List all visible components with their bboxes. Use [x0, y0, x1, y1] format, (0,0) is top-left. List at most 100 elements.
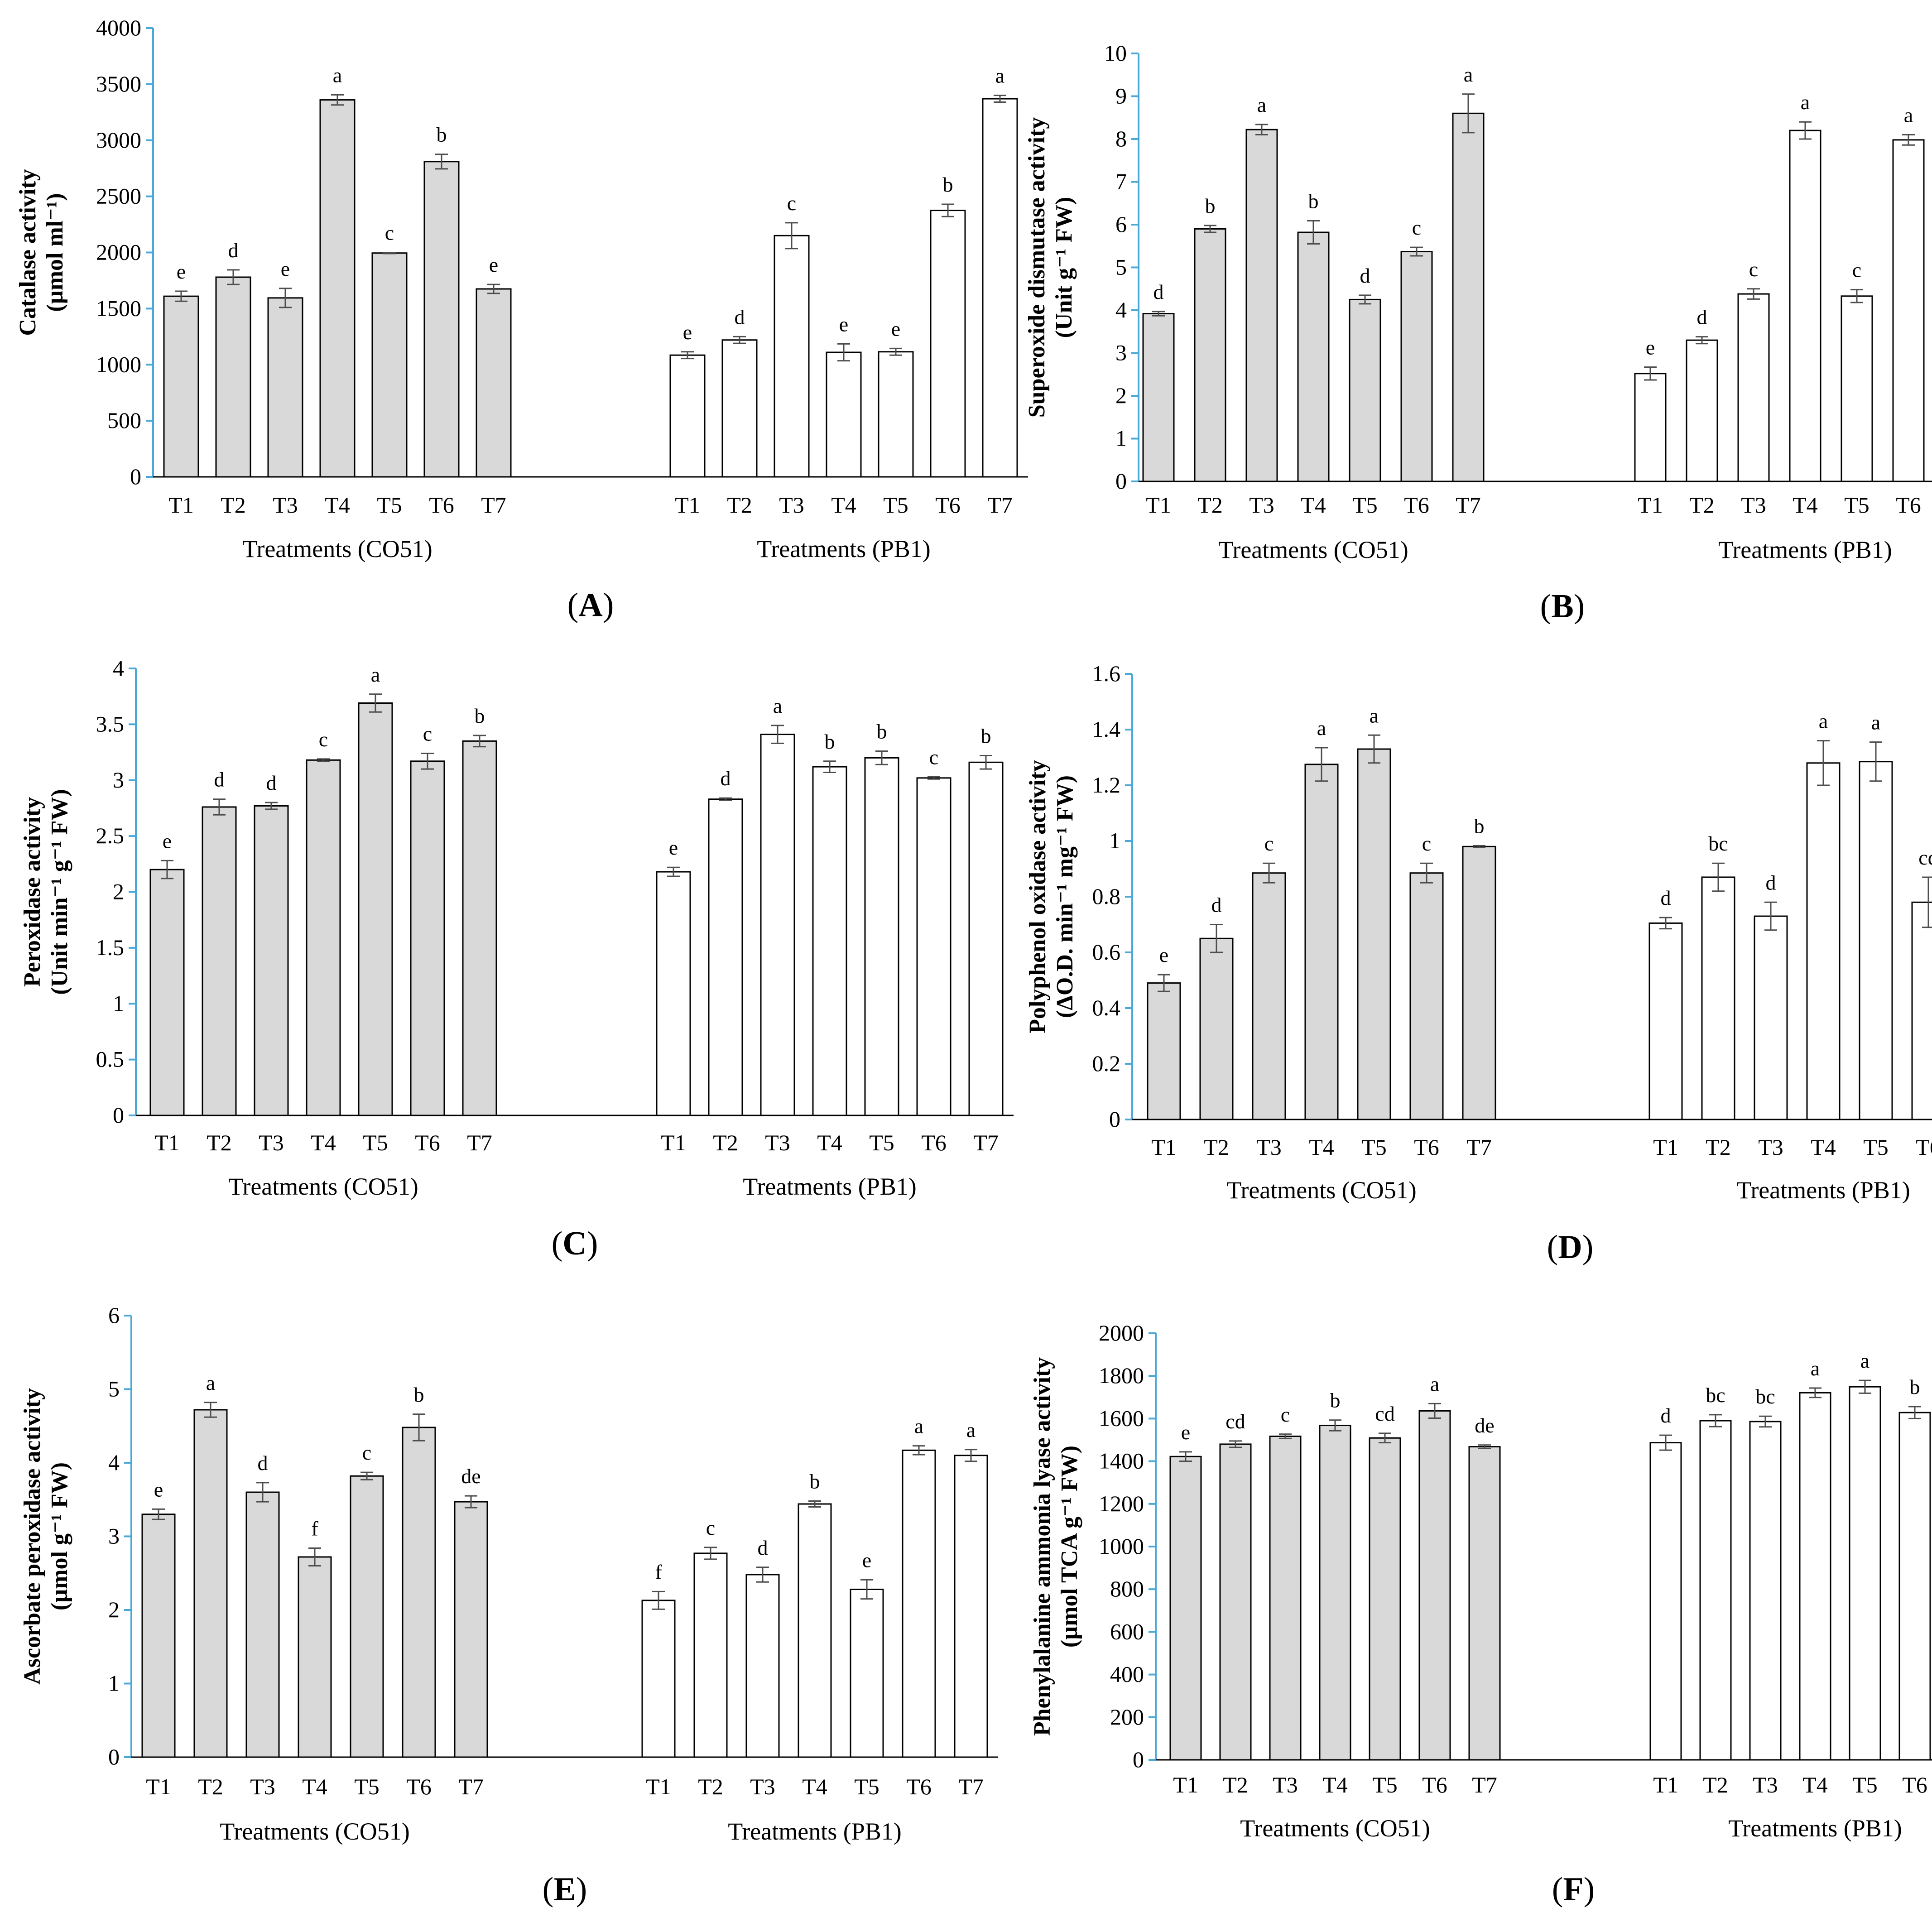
bar: [1649, 1442, 1682, 1761]
y-tick-label: 0: [1133, 1747, 1144, 1772]
bar: [693, 1552, 728, 1758]
bar: [1169, 1456, 1202, 1761]
bar: [358, 702, 393, 1116]
bar: [1219, 1443, 1252, 1761]
y-tick-label: 1600: [1099, 1405, 1144, 1431]
x-tick-label: T7: [1466, 1134, 1492, 1160]
x-tick-label: T1: [1653, 1134, 1678, 1160]
bar: [462, 740, 497, 1116]
panel-label-open-paren: (: [1547, 1229, 1558, 1266]
y-tick-label: 1.2: [1092, 772, 1121, 798]
bar: [350, 1475, 384, 1758]
bar: [968, 761, 1004, 1116]
bar: [982, 98, 1018, 478]
x-tick-label: T5: [854, 1774, 879, 1799]
panel-label-letter: A: [578, 586, 602, 624]
panel-label-close-paren: ): [1582, 1229, 1594, 1266]
bar: [1357, 748, 1391, 1120]
significance-letter: b: [1205, 194, 1216, 217]
significance-letter: d: [735, 305, 745, 328]
x-tick-label: T3: [1758, 1134, 1783, 1160]
y-axis-title: Superoxide dismutase activity(Unit g⁻¹ F…: [1024, 117, 1077, 418]
significance-letter: a: [1317, 716, 1326, 740]
x-tick-label: T1: [146, 1774, 171, 1799]
bar: [1369, 1437, 1401, 1761]
y-tick-label: 1.4: [1092, 716, 1121, 742]
bar: [1297, 231, 1330, 482]
panel-label: (F): [1552, 1871, 1595, 1908]
significance-letter: b: [877, 720, 887, 743]
x-tick-label: T2: [1689, 492, 1715, 518]
x-tick-label: T3: [765, 1130, 790, 1155]
x-group-label: Treatments (PB1): [1728, 1815, 1902, 1842]
significance-letter: b: [981, 724, 991, 747]
significance-letter: a: [1819, 710, 1828, 733]
y-tick-label: 3: [1115, 340, 1127, 365]
y-tick-label: 1: [1115, 426, 1127, 451]
significance-letter: b: [414, 1383, 424, 1406]
significance-letter: bc: [1755, 1385, 1775, 1408]
x-tick-label: T7: [1472, 1772, 1497, 1797]
y-tick-label: 600: [1110, 1619, 1144, 1644]
x-tick-label: T5: [1361, 1134, 1387, 1160]
chart-panel-b: 0 1 2 3 4 5 6 7 8 9 10 d T1 b T2 a T3 b T4 d T5 c T6 a T7 e T1 d T2 c…: [1024, 40, 1932, 625]
x-tick-label: T3: [779, 492, 804, 518]
significance-letter: cd: [1918, 846, 1932, 869]
bar: [656, 871, 691, 1116]
y-tick-label: 0: [1115, 468, 1127, 494]
bar: [1269, 1435, 1302, 1761]
bar: [163, 295, 199, 478]
significance-letter: bc: [1706, 1384, 1725, 1407]
significance-letter: a: [1904, 104, 1913, 127]
bar: [1841, 295, 1873, 482]
y-tick-label: 1.6: [1092, 661, 1121, 686]
significance-letter: d: [1153, 280, 1164, 303]
significance-letter: c: [1412, 216, 1421, 239]
y-tick-label: 10: [1104, 40, 1127, 66]
significance-letter: e: [669, 836, 678, 859]
y-tick-label: 1200: [1099, 1491, 1144, 1516]
x-tick-label: T1: [1638, 492, 1663, 518]
y-tick-label: 1: [108, 1671, 120, 1696]
x-tick-label: T3: [1249, 492, 1274, 518]
bar: [745, 1574, 780, 1758]
panel-label-close-paren: ): [576, 1871, 587, 1908]
y-tick-label: 0.2: [1092, 1051, 1121, 1076]
y-tick-label: 0: [113, 1102, 124, 1128]
panel-label-letter: B: [1551, 588, 1573, 625]
y-tick-label: 0: [130, 464, 141, 489]
y-tick-label: 3000: [96, 127, 141, 153]
bar: [1806, 762, 1841, 1120]
x-tick-label: T4: [302, 1774, 327, 1799]
y-tick-label: 5: [108, 1376, 120, 1402]
panel-label-close-paren: ): [1584, 1871, 1595, 1908]
bar: [298, 1556, 332, 1758]
x-group-label: Treatments (CO51): [242, 535, 432, 562]
x-tick-label: T6: [906, 1774, 932, 1799]
significance-letter: d: [758, 1536, 768, 1559]
bar: [1789, 130, 1821, 482]
bar: [878, 351, 914, 478]
significance-letter: b: [1910, 1375, 1920, 1398]
significance-letter: b: [475, 704, 485, 727]
bar: [708, 798, 743, 1116]
significance-letter: c: [423, 722, 432, 745]
bar: [1701, 876, 1735, 1120]
x-tick-label: T4: [1793, 492, 1818, 518]
y-axis-title-line: (ΔO.D. min⁻¹ mg⁻¹ FW): [1052, 775, 1078, 1018]
y-axis-title-line: Catalase activity: [15, 169, 41, 336]
significance-letter: c: [1422, 832, 1431, 855]
significance-letter: bc: [1708, 832, 1728, 855]
x-group-label: Treatments (CO51): [1218, 536, 1408, 563]
x-tick-label: T4: [817, 1130, 842, 1155]
bar: [1142, 313, 1175, 482]
significance-letter: f: [655, 1560, 662, 1583]
bar: [202, 806, 237, 1116]
x-tick-label: T2: [1223, 1772, 1248, 1797]
significance-letter: a: [1257, 93, 1266, 116]
significance-letter: a: [333, 63, 342, 86]
y-tick-label: 2000: [96, 240, 141, 265]
y-tick-label: 8: [1115, 126, 1127, 151]
chart-panel-a: 0 500 1000 1500 2000 2500 3000 3500 4000 e T1 d T2 e T…: [15, 15, 1028, 624]
bar: [245, 1491, 280, 1758]
